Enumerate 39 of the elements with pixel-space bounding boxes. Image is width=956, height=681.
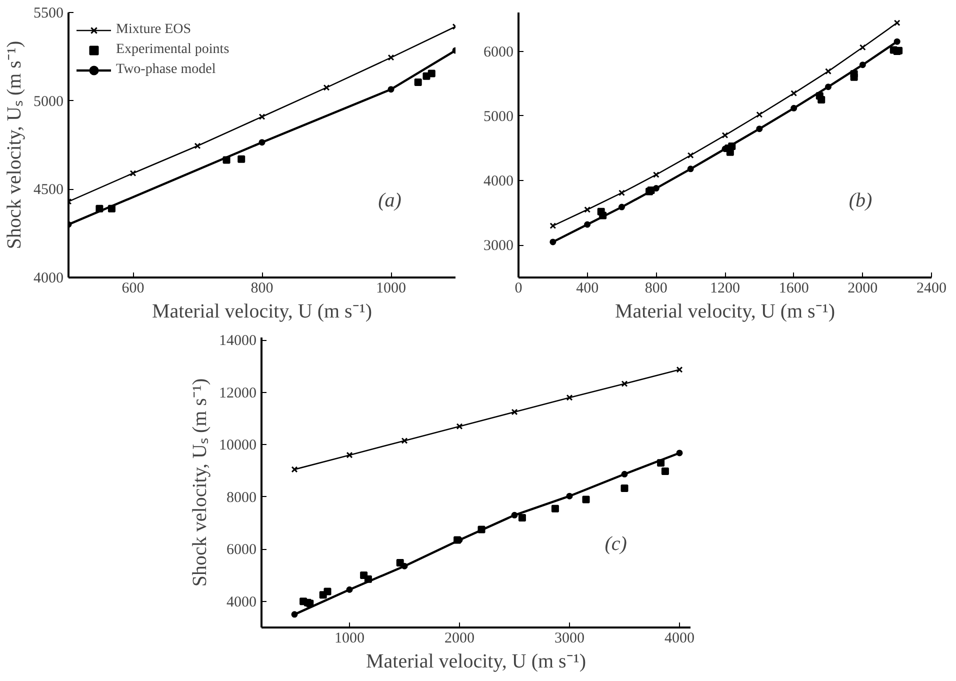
- y-tick-label: 5000: [484, 108, 514, 125]
- y-tick-label: 6000: [226, 542, 256, 558]
- x-axis-title: Material velocity, U (m s⁻¹): [152, 300, 372, 322]
- x-tick-label: 800: [644, 280, 668, 296]
- x-tick-label: 1000: [376, 280, 406, 296]
- x-axis-title: Material velocity, U (m s⁻¹): [615, 300, 835, 322]
- x-tick-label: 1200: [710, 280, 740, 296]
- y-tick-label: 6000: [484, 44, 514, 60]
- x-tick-label: 600: [122, 280, 144, 296]
- y-tick-label: 4500: [34, 182, 64, 198]
- x-tick-label: 2000: [848, 280, 878, 296]
- y-tick-label: 5000: [34, 94, 64, 110]
- x-axis-title: Material velocity, U (m s⁻¹): [366, 650, 586, 672]
- annotation: (a): [378, 189, 402, 212]
- x-tick-label: 400: [576, 280, 599, 296]
- x-tick-label: 800: [250, 280, 274, 296]
- x-tick-label: 2000: [444, 630, 474, 646]
- x-tick-label: 4000: [664, 630, 694, 646]
- x-tick-label: 1000: [334, 630, 364, 646]
- y-tick-label: 8000: [226, 490, 256, 506]
- legend-label: Two-phase model: [116, 62, 216, 78]
- y-tick-label: 14000: [219, 333, 256, 350]
- y-tick-label: 3000: [484, 238, 514, 254]
- y-tick-label: 5500: [34, 6, 64, 22]
- y-tick-label: 4000: [34, 270, 64, 286]
- y-tick-label: 4000: [226, 594, 256, 610]
- y-axis-title: Shock velocity, Uₛ (m s⁻¹): [189, 378, 211, 587]
- x-tick-label: 3000: [554, 630, 584, 646]
- y-axis-title: Shock velocity, Uₛ (m s⁻¹): [4, 40, 26, 250]
- legend-label: Experimental points: [116, 42, 230, 58]
- annotation: (c): [604, 533, 628, 555]
- legend-label: Mixture EOS: [116, 22, 192, 38]
- x-tick-label: 0: [514, 280, 522, 296]
- y-tick-label: 4000: [484, 174, 514, 190]
- y-tick-label: 10000: [219, 438, 256, 454]
- annotation: (b): [848, 189, 873, 212]
- x-tick-label: 2400: [916, 280, 946, 296]
- y-tick-label: 12000: [219, 385, 256, 402]
- x-tick-label: 1600: [778, 280, 809, 296]
